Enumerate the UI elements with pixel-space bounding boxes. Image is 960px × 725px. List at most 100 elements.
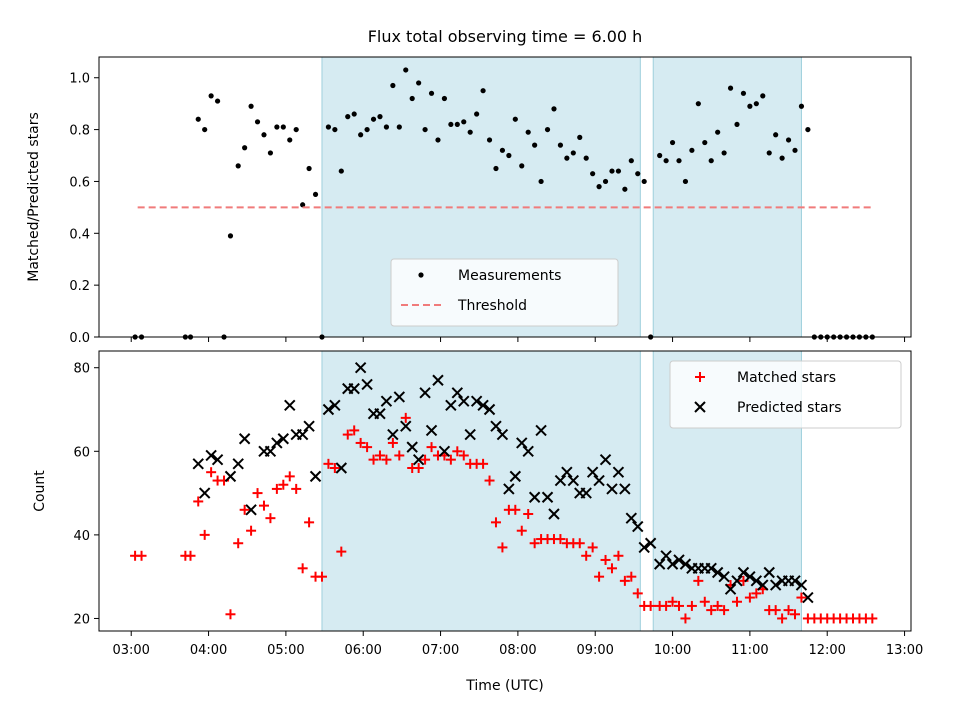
measurement-point [208, 93, 214, 99]
matched-star-marker [751, 588, 762, 599]
matched-star-marker [555, 534, 566, 545]
measurement-point [480, 88, 486, 94]
predicted-star-marker [483, 403, 496, 416]
predicted-star-marker [374, 407, 386, 420]
matched-star-marker [686, 600, 697, 611]
measurement-point [202, 126, 208, 133]
predicted-star-marker [666, 558, 679, 570]
matched-star-marker [680, 613, 691, 624]
matched-star-marker [387, 437, 398, 448]
predicted-star-marker [232, 458, 244, 470]
predicted-star-marker [718, 570, 730, 583]
measurement-point [773, 132, 779, 138]
measurement-point [557, 142, 564, 148]
predicted-star-marker [679, 558, 692, 570]
measurement-point [663, 158, 669, 164]
predicted-star-marker [673, 554, 685, 566]
measurement-point [409, 95, 415, 102]
matched-star-marker [606, 563, 617, 574]
measurement-point [474, 111, 480, 117]
matched-star-marker [645, 600, 656, 611]
matched-star-marker [770, 605, 781, 616]
predicted-star-marker [380, 395, 393, 407]
predicted-star-marker [763, 566, 775, 579]
predicted-star-marker [789, 575, 801, 587]
top-plot-frame [98, 56, 912, 338]
matched-star-marker [304, 517, 315, 528]
predicted-star-marker [644, 537, 657, 549]
predicted-star-marker [419, 387, 431, 399]
measurement-point [628, 158, 634, 164]
measurement-point [370, 116, 377, 122]
matched-star-marker [381, 454, 392, 465]
matched-star-marker [783, 605, 794, 616]
measurement-point [467, 129, 473, 135]
predicted-star-marker [625, 512, 638, 524]
matched-star-marker [587, 542, 598, 553]
bottom-y-tick-label: 60 [73, 445, 90, 460]
measurement-point [792, 147, 798, 153]
matched-star-marker [426, 442, 437, 453]
x-tick-label: 13:00 [886, 643, 923, 658]
measurement-point [364, 126, 370, 133]
measurement-point [338, 168, 344, 174]
measurement-point [441, 95, 448, 102]
measurement-point [416, 80, 422, 86]
bottom-y-tick-label: 80 [73, 362, 90, 377]
matched-star-marker [400, 412, 411, 423]
matched-star-marker [193, 496, 204, 507]
predicted-star-marker [632, 520, 644, 533]
matched-star-marker [497, 542, 508, 553]
measurement-point [766, 150, 772, 156]
matched-star-marker [490, 517, 501, 528]
measurement-point [214, 98, 221, 104]
measurement-point [195, 116, 201, 122]
measurement-point [254, 119, 261, 125]
predicted-star-marker [744, 570, 756, 583]
matched-star-marker [185, 550, 196, 561]
measurement-point [396, 124, 402, 130]
predicted-star-marker [561, 466, 573, 478]
predicted-star-marker [205, 449, 217, 462]
top-y-tick-label: 0.8 [69, 124, 90, 139]
x-tick-label: 10:00 [654, 643, 691, 658]
predicted-star-marker [284, 399, 296, 412]
matched-star-marker [478, 458, 489, 469]
predicted-star-marker [464, 428, 476, 441]
measurement-point [403, 67, 409, 73]
measurement-point [798, 103, 805, 109]
predicted-star-marker [425, 424, 438, 437]
top-y-tick-label: 0.0 [69, 331, 90, 346]
matched-star-marker [362, 442, 373, 453]
predicted-star-marker [638, 541, 650, 554]
predicted-star-marker [438, 445, 451, 458]
measurement-point [274, 124, 280, 130]
matched-star-marker [336, 546, 347, 557]
matched-star-marker [271, 483, 282, 494]
measurement-point [300, 202, 306, 208]
matched-star-marker [329, 463, 340, 474]
matched-star-marker [342, 429, 353, 440]
matched-star-marker [661, 600, 672, 611]
matched-star-marker [613, 550, 624, 561]
matched-star-marker [712, 600, 723, 611]
measurement-point [383, 124, 390, 130]
x-tick-label: 05:00 [267, 643, 304, 658]
matched-star-marker [796, 592, 807, 603]
measurement-point [280, 124, 286, 130]
x-tick-label: 06:00 [344, 643, 381, 658]
predicted-star-marker [224, 470, 237, 483]
measurement-point [577, 134, 583, 140]
predicted-star-marker [361, 378, 373, 391]
measurement-point [306, 165, 312, 172]
measurement-point [734, 121, 740, 128]
bottom-y-axis-label: Count [32, 470, 48, 512]
matched-star-marker [445, 454, 456, 465]
legend-x-marker-b [694, 401, 706, 413]
matched-star-marker [278, 479, 289, 490]
matched-star-marker [284, 471, 295, 482]
x-tick-label: 09:00 [576, 643, 613, 658]
matched-star-marker [523, 508, 534, 519]
predicted-star-marker [445, 399, 457, 412]
